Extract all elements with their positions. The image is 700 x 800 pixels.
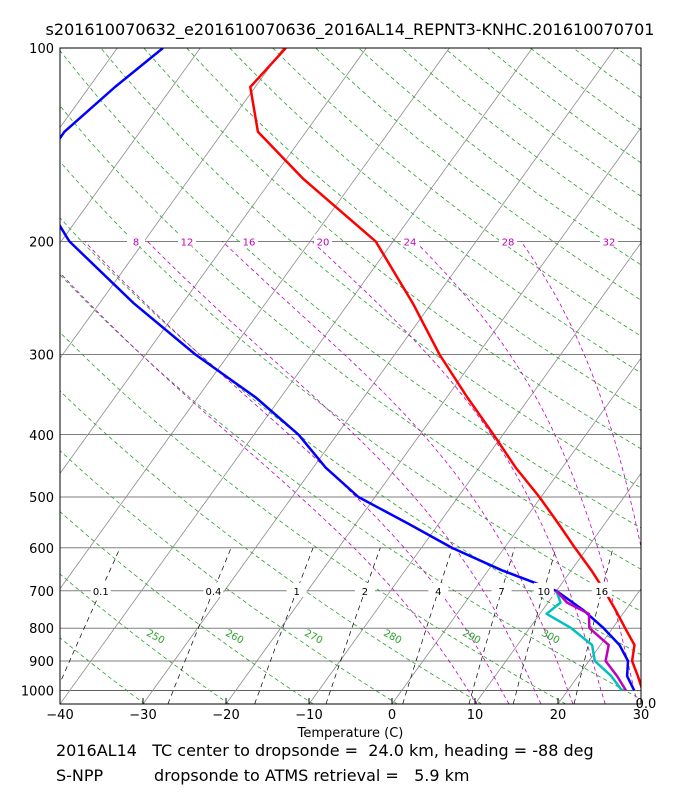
moist-adiabat-label: 28 xyxy=(502,237,515,248)
moist-label-bg xyxy=(127,234,145,247)
mixing-ratio-label: 16 xyxy=(595,587,608,598)
isotherm-line xyxy=(60,48,533,704)
x-tick-label: −30 xyxy=(129,708,156,723)
isotherm-line xyxy=(60,48,450,590)
y-tick-label: 200 xyxy=(29,235,54,250)
corner-label: 0.0 xyxy=(636,697,657,712)
mixing-ratio-label-bg xyxy=(354,582,375,597)
x-tick-label: 20 xyxy=(550,708,567,723)
moist-adiabat-line xyxy=(415,241,638,704)
moist-label-bg xyxy=(499,234,517,247)
mixing-ratio-label-bg xyxy=(491,582,512,597)
mixing-ratio-label: 0.1 xyxy=(93,587,109,598)
x-tick-label: 0 xyxy=(388,708,396,723)
dry-adiabat-line xyxy=(60,573,230,704)
moist-adiabat-line xyxy=(84,241,510,704)
y-tick-label: 700 xyxy=(29,585,54,600)
isotherm-line xyxy=(60,48,201,244)
mixing-ratio-label-bg xyxy=(286,582,307,597)
x-tick-label: 30 xyxy=(633,708,650,723)
dry-adiabat-line xyxy=(60,274,641,700)
mixing-ratio-label-bg xyxy=(90,582,111,597)
x-tick-label: 10 xyxy=(467,708,484,723)
dry-adiabat-line xyxy=(229,48,641,374)
mixing-ratio-label-bg xyxy=(533,582,554,597)
chart-title: s201610070632_e201610070636_2016AL14_REP… xyxy=(45,20,655,39)
mixing-ratio-line xyxy=(402,547,453,704)
dry-adiabat-line xyxy=(60,105,641,570)
mixing-ratio-label-bg xyxy=(428,582,449,597)
moist-adiabat-label: 32 xyxy=(603,237,616,248)
y-tick-label: 100 xyxy=(29,42,54,57)
moist-label-bg xyxy=(600,234,618,247)
profile-line-0 xyxy=(249,48,641,690)
dry-adiabat-line xyxy=(659,48,700,704)
dry-adiabat-line xyxy=(60,49,641,529)
isotherm-line xyxy=(60,48,284,359)
dry-adiabat-line xyxy=(60,390,482,704)
mixing-ratio-line xyxy=(468,547,515,704)
mixing-ratio-label: 4 xyxy=(435,587,441,598)
isotherm-line xyxy=(391,357,641,704)
moist-label-bg xyxy=(401,234,419,247)
moist-label-bg xyxy=(314,234,332,247)
mixing-ratio-label: 1 xyxy=(293,587,299,598)
mixing-ratio-line xyxy=(325,547,381,704)
y-tick-label: 300 xyxy=(29,348,54,363)
moist-label-bg xyxy=(240,234,258,247)
mixing-ratio-label: 0.4 xyxy=(205,587,221,598)
x-axis-label: Temperature (C) xyxy=(297,726,404,741)
moist-adiabat-line xyxy=(60,272,478,704)
y-tick-label: 800 xyxy=(29,622,54,637)
x-tick-label: −40 xyxy=(46,708,73,723)
dry-adiabat-line xyxy=(60,450,398,704)
caption-line-1: 2016AL14 TC center to dropsonde = 24.0 k… xyxy=(56,741,594,760)
mixing-ratio-label: 2 xyxy=(362,587,368,598)
isotherm-line xyxy=(308,242,641,704)
isotherm-line xyxy=(557,588,641,704)
moist-adiabat-label: 16 xyxy=(243,237,256,248)
y-tick-label: 600 xyxy=(29,542,54,557)
mixing-ratio-line xyxy=(60,547,121,684)
mixing-ratio-line xyxy=(254,547,314,704)
moist-label-bg xyxy=(178,234,196,247)
isotherm-line xyxy=(640,703,641,704)
caption-line-2: S-NPP dropsonde to ATMS retrieval = 5.9 … xyxy=(56,766,470,785)
dry-adiabat-line xyxy=(60,217,641,656)
profile-line-1 xyxy=(60,48,636,691)
moist-adiabat-label: 24 xyxy=(404,237,417,248)
y-tick-label: 1000 xyxy=(21,684,54,699)
mixing-ratio-label-bg xyxy=(591,582,612,597)
profile-line-2 xyxy=(545,590,623,692)
x-tick-label: −20 xyxy=(212,708,239,723)
mixing-ratio-label-bg xyxy=(203,582,224,597)
dry-adiabat-line xyxy=(60,511,314,704)
dry-adiabat-line xyxy=(60,702,61,704)
mixing-ratio-label: 10 xyxy=(537,587,550,598)
x-tick-label: −10 xyxy=(295,708,322,723)
y-tick-label: 500 xyxy=(29,491,54,506)
y-tick-label: 400 xyxy=(29,429,54,444)
profile-line-3 xyxy=(555,590,627,692)
plot-frame xyxy=(59,47,642,705)
dry-adiabat-line xyxy=(143,48,641,450)
mixing-ratio-line xyxy=(512,547,557,704)
isotherm-line xyxy=(60,48,367,475)
moist-adiabat-label: 20 xyxy=(317,237,330,248)
moist-adiabat-line xyxy=(222,241,574,704)
y-tick-label: 900 xyxy=(29,655,54,670)
mixing-ratio-label: 7 xyxy=(498,587,504,598)
moist-adiabat-line xyxy=(311,241,606,704)
mixing-ratio-line xyxy=(167,547,232,704)
moist-adiabat-label: 12 xyxy=(181,237,194,248)
isotherm-line xyxy=(0,48,34,704)
moist-adiabat-label: 8 xyxy=(133,237,139,248)
mixing-ratio-line xyxy=(573,547,614,704)
